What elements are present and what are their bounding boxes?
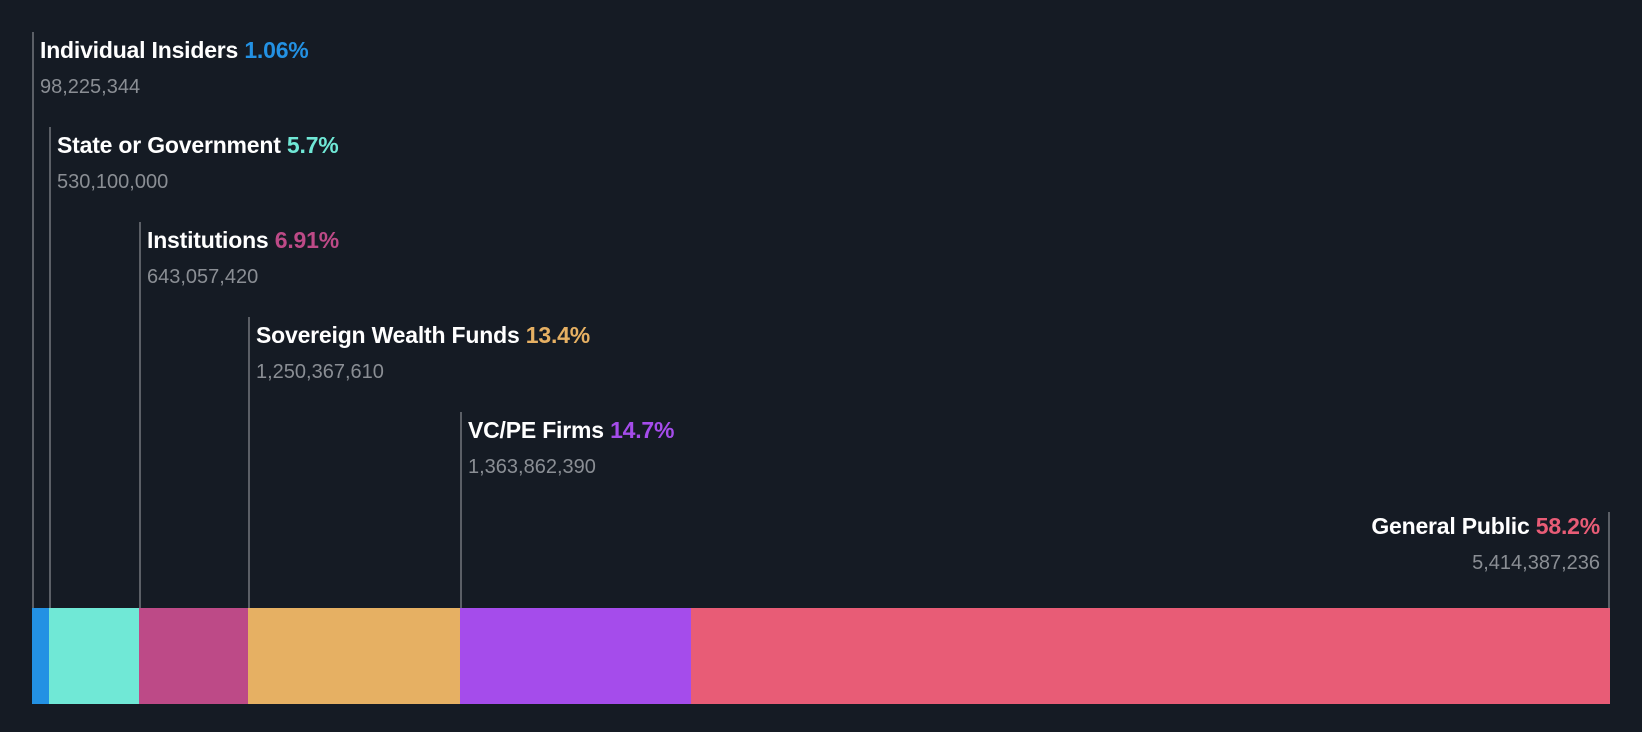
bar-segment-state-or-government <box>49 608 139 704</box>
segment-shares: 1,363,862,390 <box>468 456 596 478</box>
segment-percent: 13.4% <box>525 322 590 348</box>
segment-name: VC/PE Firms <box>468 417 604 443</box>
segment-percent: 5.7% <box>286 132 339 158</box>
segment-name: Individual Insiders <box>40 37 239 63</box>
segment-name: State or Government <box>57 132 281 158</box>
segment-percent: 58.2% <box>1535 513 1600 539</box>
segment-shares: 643,057,420 <box>147 266 259 288</box>
guide-line-institutions <box>139 222 141 608</box>
guide-line-general-public <box>1608 512 1610 608</box>
segment-percent: 14.7% <box>610 417 675 443</box>
label-sovereign-wealth-funds: Sovereign Wealth Funds 13.4% 1,250,367,6… <box>256 321 590 385</box>
segment-percent: 1.06% <box>244 37 309 63</box>
label-vc-pe-firms: VC/PE Firms 14.7% 1,363,862,390 <box>468 416 674 480</box>
segment-shares: 5,414,387,236 <box>1472 552 1600 574</box>
label-institutions: Institutions 6.91% 643,057,420 <box>147 226 339 290</box>
segment-name: General Public <box>1371 513 1530 539</box>
guide-line-individual-insiders <box>32 32 34 608</box>
bar-segment-general-public <box>691 608 1610 704</box>
bar-segment-vc-pe-firms <box>460 608 691 704</box>
guide-line-vc-pe-firms <box>460 412 462 608</box>
label-general-public: General Public 58.2% 5,414,387,236 <box>1371 512 1600 576</box>
segment-shares: 530,100,000 <box>57 171 169 193</box>
segment-shares: 1,250,367,610 <box>256 361 384 383</box>
segment-shares: 98,225,344 <box>40 76 141 98</box>
bar-segment-sovereign-wealth-funds <box>248 608 460 704</box>
bar-segment-institutions <box>139 608 248 704</box>
bar-segment-individual-insiders <box>32 608 49 704</box>
guide-line-state-or-government <box>49 127 51 608</box>
segment-name: Sovereign Wealth Funds <box>256 322 520 348</box>
segment-name: Institutions <box>147 227 269 253</box>
segment-percent: 6.91% <box>274 227 339 253</box>
label-individual-insiders: Individual Insiders 1.06% 98,225,344 <box>40 36 309 100</box>
label-state-or-government: State or Government 5.7% 530,100,000 <box>57 131 339 195</box>
guide-line-sovereign-wealth-funds <box>248 317 250 608</box>
